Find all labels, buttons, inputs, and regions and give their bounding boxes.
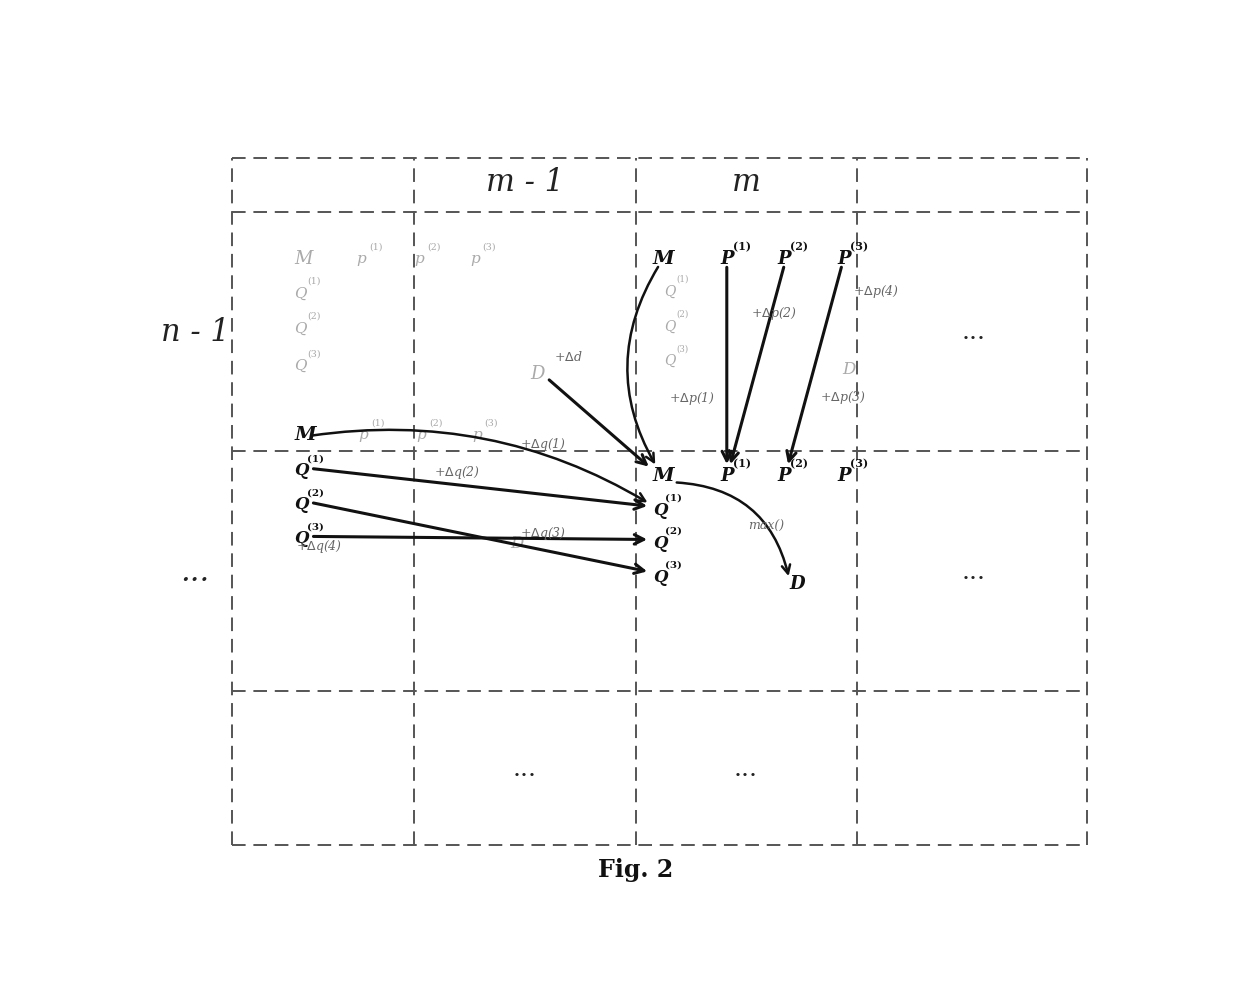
Text: Q: Q xyxy=(294,530,309,547)
Text: +$\Delta$q(4): +$\Delta$q(4) xyxy=(296,537,342,554)
Text: (2): (2) xyxy=(677,310,689,319)
Text: Q: Q xyxy=(665,320,676,334)
Text: (2): (2) xyxy=(790,241,808,253)
Text: (1): (1) xyxy=(306,277,320,286)
Text: (3): (3) xyxy=(306,522,324,531)
Text: (1): (1) xyxy=(733,457,750,468)
Text: (1): (1) xyxy=(733,241,750,253)
Text: p: p xyxy=(470,253,480,267)
Text: +$\Delta$p(1): +$\Delta$p(1) xyxy=(670,390,715,407)
Text: (2): (2) xyxy=(666,526,682,535)
Text: D: D xyxy=(842,361,856,378)
Text: (3): (3) xyxy=(485,418,498,427)
Text: P: P xyxy=(777,466,791,484)
Text: M: M xyxy=(652,250,675,269)
Text: (2): (2) xyxy=(427,242,440,252)
Text: ...: ... xyxy=(962,321,986,344)
Text: M: M xyxy=(294,250,312,269)
Text: ...: ... xyxy=(513,757,537,780)
Text: Q: Q xyxy=(652,568,667,585)
Text: D: D xyxy=(789,574,805,592)
Text: p: p xyxy=(417,428,427,442)
Text: p: p xyxy=(357,253,367,267)
Text: (1): (1) xyxy=(371,418,384,427)
Text: p: p xyxy=(358,428,368,442)
Text: ...: ... xyxy=(734,757,758,780)
Text: ...: ... xyxy=(962,560,986,583)
Text: +$\Delta$d: +$\Delta$d xyxy=(554,350,583,364)
Text: ...: ... xyxy=(181,556,210,587)
Text: Q: Q xyxy=(294,462,309,479)
Text: (2): (2) xyxy=(790,457,808,468)
Text: +$\Delta$p(2): +$\Delta$p(2) xyxy=(751,305,797,322)
Text: (3): (3) xyxy=(849,241,868,253)
Text: P: P xyxy=(837,250,851,269)
Text: p: p xyxy=(414,253,424,267)
Text: (3): (3) xyxy=(482,242,496,252)
Text: (3): (3) xyxy=(677,344,689,353)
Text: (2): (2) xyxy=(306,312,320,321)
Text: P: P xyxy=(777,250,791,269)
Text: max(): max() xyxy=(748,519,784,532)
Text: P: P xyxy=(720,466,734,484)
Text: Q: Q xyxy=(294,496,309,513)
Text: (3): (3) xyxy=(666,560,682,569)
Text: Fig. 2: Fig. 2 xyxy=(598,857,673,881)
Text: +$\Delta$q(1): +$\Delta$q(1) xyxy=(521,436,567,452)
Text: Q: Q xyxy=(652,501,667,518)
Text: M: M xyxy=(652,466,675,484)
Text: m: m xyxy=(732,166,760,197)
Text: Q: Q xyxy=(294,287,306,300)
Text: M: M xyxy=(294,426,316,444)
Text: n - 1: n - 1 xyxy=(161,317,229,348)
Text: +$\Delta$q(2): +$\Delta$q(2) xyxy=(434,463,480,480)
Text: (2): (2) xyxy=(306,488,324,497)
Text: P: P xyxy=(837,466,851,484)
Text: P: P xyxy=(720,250,734,269)
Text: D: D xyxy=(511,534,525,551)
Text: (2): (2) xyxy=(429,418,443,427)
Text: Q: Q xyxy=(294,359,306,373)
Text: (3): (3) xyxy=(306,349,320,358)
Text: D: D xyxy=(529,365,544,383)
Text: (1): (1) xyxy=(306,454,324,463)
Text: (1): (1) xyxy=(677,275,689,284)
Text: m - 1: m - 1 xyxy=(486,166,564,197)
Text: +$\Delta$p(4): +$\Delta$p(4) xyxy=(853,283,899,300)
Text: Q: Q xyxy=(665,354,676,368)
Text: +$\Delta$q(3): +$\Delta$q(3) xyxy=(521,525,567,542)
Text: (3): (3) xyxy=(849,457,868,468)
Text: Q: Q xyxy=(294,322,306,336)
Text: +$\Delta$p(3): +$\Delta$p(3) xyxy=(820,389,867,406)
Text: Q: Q xyxy=(665,285,676,299)
Text: p: p xyxy=(472,428,482,442)
Text: Q: Q xyxy=(652,534,667,551)
Text: (1): (1) xyxy=(666,493,682,502)
Text: (1): (1) xyxy=(370,242,383,252)
